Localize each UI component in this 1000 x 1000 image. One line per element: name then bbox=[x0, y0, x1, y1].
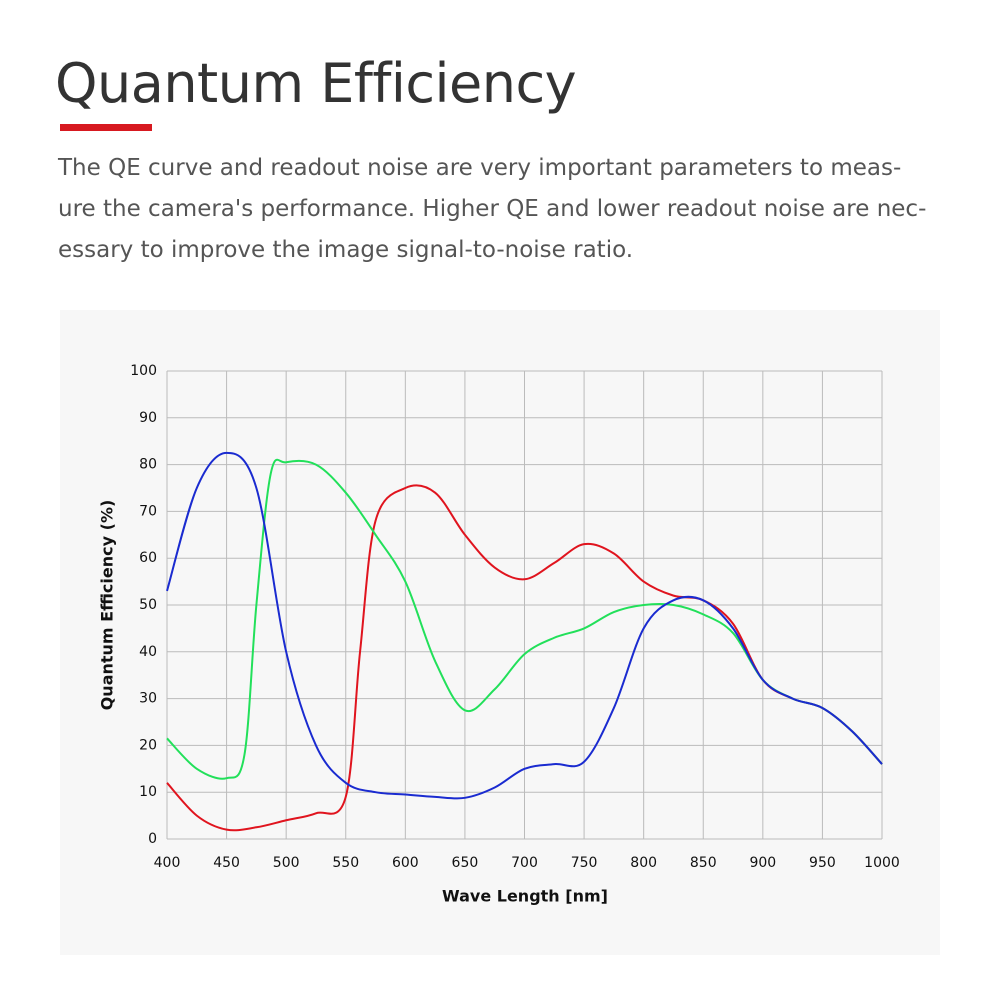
description-line: The QE curve and readout noise are very … bbox=[58, 155, 902, 181]
x-tick-label: 500 bbox=[273, 855, 300, 871]
description: The QE curve and readout noise are very … bbox=[58, 148, 926, 271]
x-tick-label: 450 bbox=[213, 855, 240, 871]
description-line: essary to improve the image signal-to-no… bbox=[58, 237, 634, 263]
heading: Quantum Efficiency bbox=[55, 52, 577, 115]
y-tick-label: 60 bbox=[139, 550, 157, 566]
y-tick-label: 40 bbox=[139, 644, 157, 660]
y-axis-title: Quantum Efficiency (%) bbox=[98, 500, 117, 711]
y-tick-label: 20 bbox=[139, 737, 157, 753]
x-tick-label: 550 bbox=[332, 855, 359, 871]
x-tick-label: 750 bbox=[571, 855, 598, 871]
y-tick-label: 0 bbox=[148, 831, 157, 847]
x-tick-label: 400 bbox=[154, 855, 181, 871]
x-tick-label: 950 bbox=[809, 855, 836, 871]
x-tick-label: 700 bbox=[511, 855, 538, 871]
x-axis-title: Wave Length [nm] bbox=[442, 887, 608, 906]
y-tick-label: 10 bbox=[139, 784, 157, 800]
y-tick-label: 90 bbox=[139, 410, 157, 426]
heading-underline bbox=[60, 124, 152, 131]
y-tick-label: 50 bbox=[139, 597, 157, 613]
x-tick-label: 850 bbox=[690, 855, 717, 871]
x-tick-label: 600 bbox=[392, 855, 419, 871]
y-tick-label: 30 bbox=[139, 691, 157, 707]
x-tick-label: 800 bbox=[630, 855, 657, 871]
y-tick-label: 80 bbox=[139, 457, 157, 473]
x-tick-label: 900 bbox=[749, 855, 776, 871]
y-tick-label: 70 bbox=[139, 503, 157, 519]
y-tick-label: 100 bbox=[130, 363, 157, 379]
x-tick-label: 650 bbox=[452, 855, 479, 871]
x-tick-label: 1000 bbox=[864, 855, 900, 871]
line-series bbox=[166, 451, 883, 800]
description-line: ure the camera's performance. Higher QE … bbox=[58, 196, 927, 222]
